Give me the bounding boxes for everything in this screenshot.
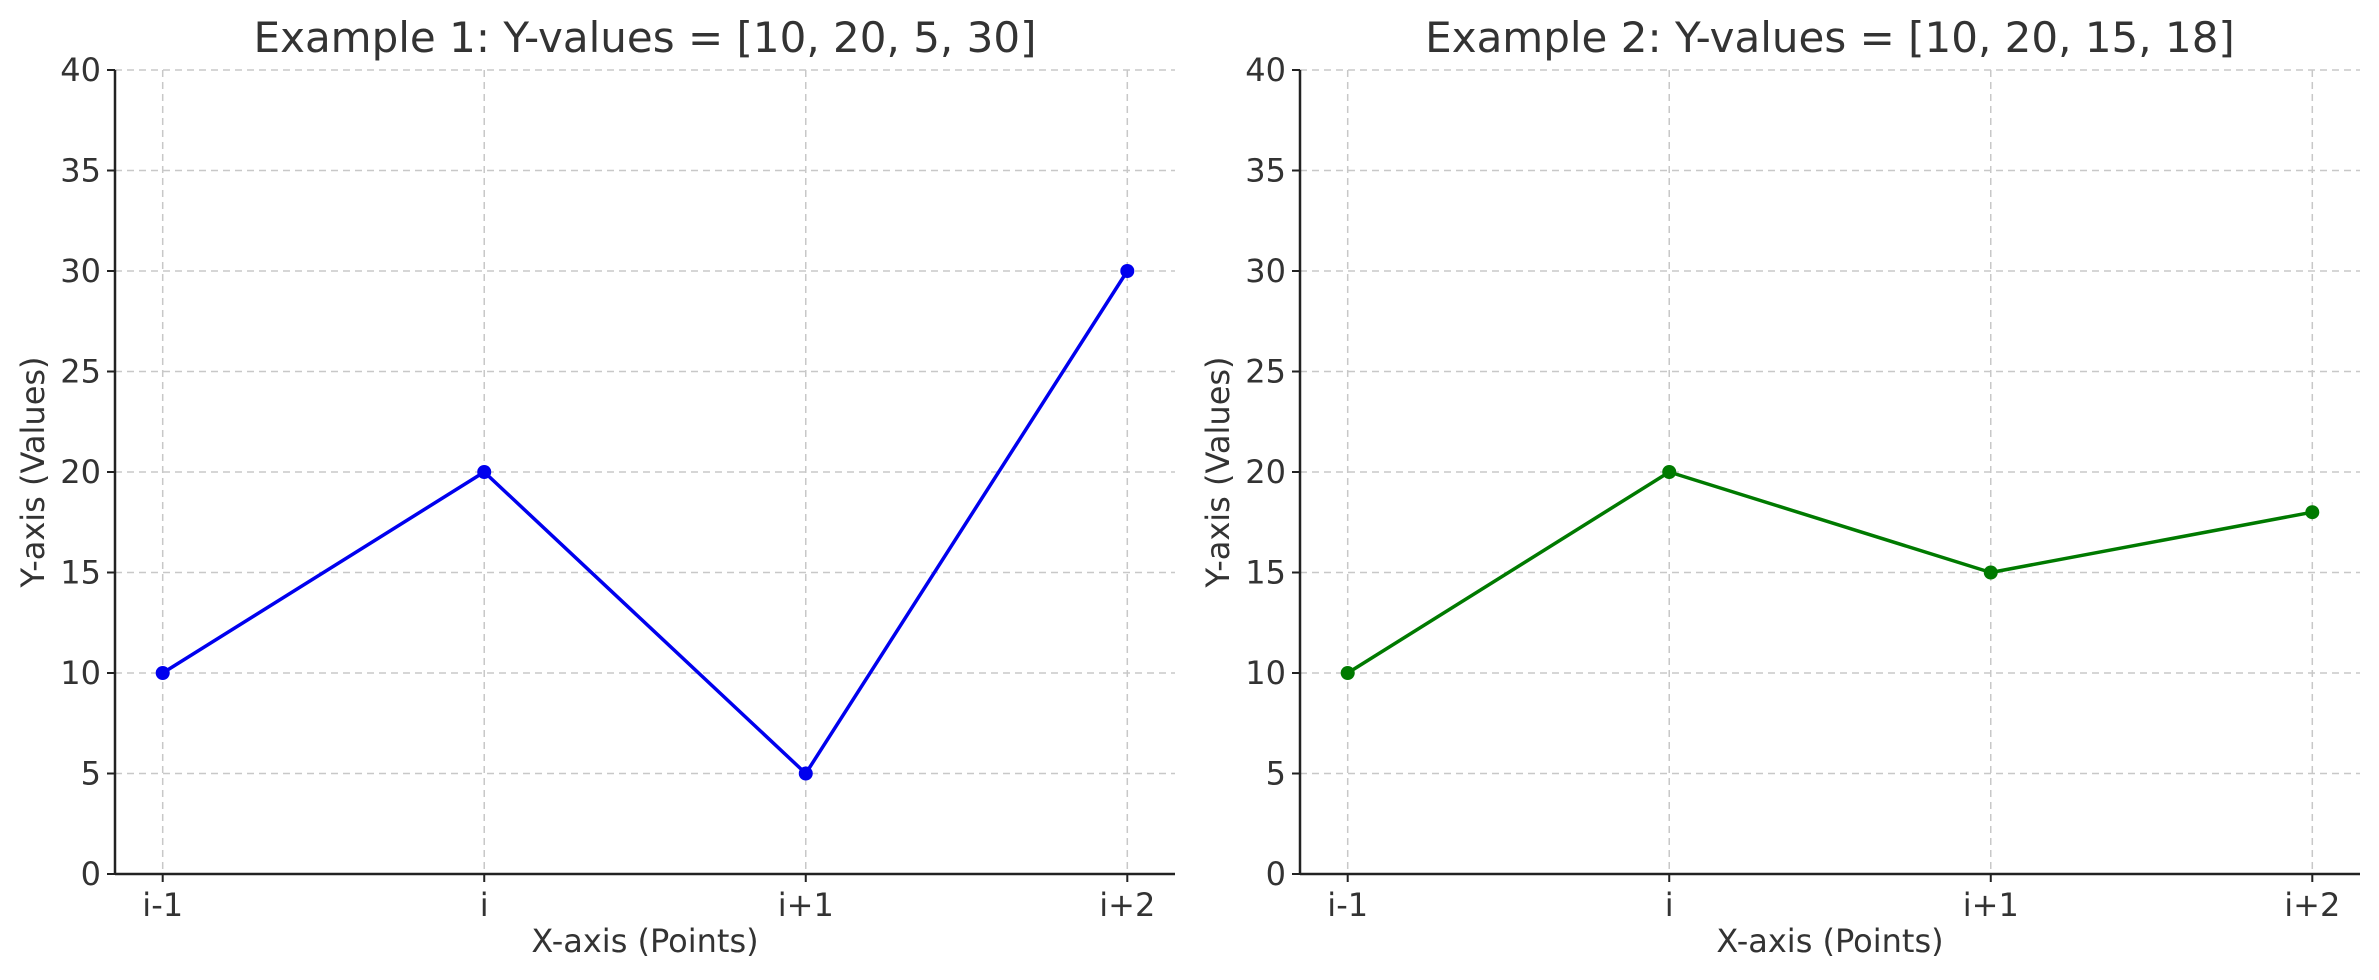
chart-2-y-tick-label: 5 — [1266, 755, 1286, 793]
chart-1-x-tick-label: i — [480, 886, 489, 924]
chart-1-x-tick-label: i-1 — [142, 886, 183, 924]
chart-2-y-tick-label: 20 — [1245, 453, 1286, 491]
chart-1-x-tick-label: i+2 — [1099, 886, 1155, 924]
chart-1-x-axis-label: X-axis (Points) — [531, 922, 758, 960]
chart-2-y-tick-label: 10 — [1245, 654, 1286, 692]
chart-1: Example 1: Y-values = [10, 20, 5, 30] X-… — [14, 13, 1175, 960]
chart-2-series-line — [1346, 470, 2313, 675]
chart-1-y-tick-label: 20 — [60, 453, 101, 491]
chart-2-y-axis-label: Y-axis (Values) — [1199, 356, 1237, 588]
chart-2-y-tick-label: 35 — [1245, 152, 1286, 190]
chart-1-series-line — [161, 270, 1129, 776]
chart-2-x-axis-label: X-axis (Points) — [1716, 922, 1943, 960]
chart-2-data-point — [2305, 505, 2320, 520]
chart-1-y-tick-label: 30 — [60, 252, 101, 290]
chart-1-plot-area: 0 5 10 15 20 25 30 35 40 i-1 i i+1 i+2 — [60, 51, 1175, 924]
chart-1-y-tick-label: 25 — [60, 353, 101, 391]
chart-1-y-tick-label: 5 — [81, 755, 101, 793]
chart-2-y-tick-label: 15 — [1245, 554, 1286, 592]
chart-2-x-tick-label: i-1 — [1327, 886, 1368, 924]
chart-2-x-tick-label: i+1 — [1963, 886, 2019, 924]
chart-2-x-tick-label: i — [1665, 886, 1674, 924]
chart-2-data-point — [1340, 666, 1355, 680]
chart-2-x-tick-label: i+2 — [2284, 886, 2340, 924]
chart-1-y-tick-label: 15 — [60, 554, 101, 592]
chart-1-title: Example 1: Y-values = [10, 20, 5, 30] — [254, 13, 1037, 62]
chart-1-y-tick-label: 10 — [60, 654, 101, 692]
chart-1-y-tick-label: 0 — [81, 855, 101, 893]
chart-1-x-tick-label: i+1 — [778, 886, 834, 924]
chart-2-y-tick-label: 30 — [1245, 252, 1286, 290]
chart-2-y-tick-label: 25 — [1245, 353, 1286, 391]
chart-2-y-tick-label: 0 — [1266, 855, 1286, 893]
chart-2-data-point — [1983, 565, 1998, 580]
chart-1-y-axis-label: Y-axis (Values) — [14, 356, 52, 588]
chart-1-y-tick-label: 40 — [60, 51, 101, 89]
chart-1-data-point — [477, 465, 492, 479]
chart-1-data-point — [798, 766, 813, 781]
chart-2-y-tick-label: 40 — [1245, 51, 1286, 89]
chart-2-data-point — [1662, 465, 1677, 479]
chart-1-y-tick-label: 35 — [60, 152, 101, 190]
chart-2: Example 2: Y-values = [10, 20, 15, 18] X… — [1199, 13, 2360, 960]
chart-2-plot-area: 0 5 10 15 20 25 30 35 40 i-1 i i+1 i+2 — [1245, 51, 2360, 924]
chart-1-data-point — [1120, 264, 1135, 278]
chart-1-data-point — [155, 666, 170, 680]
chart-2-title: Example 2: Y-values = [10, 20, 15, 18] — [1425, 13, 2235, 62]
